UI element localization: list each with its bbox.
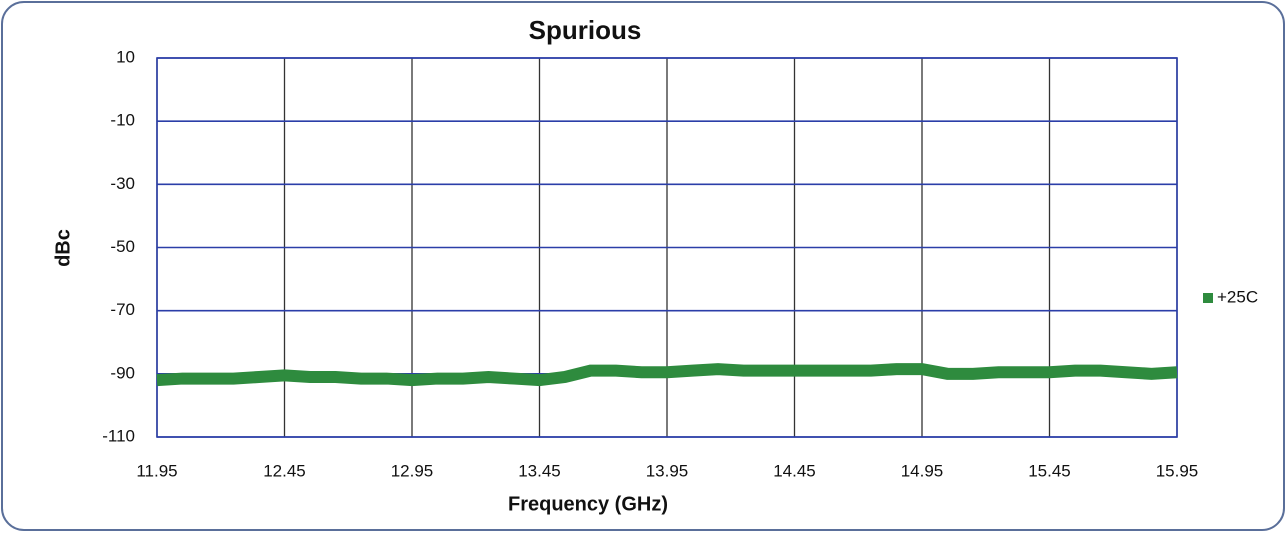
legend-swatch: [1203, 293, 1213, 303]
x-tick-label: 14.45: [773, 461, 816, 480]
x-tick-label: 13.95: [646, 461, 689, 480]
y-axis-title: dBc: [52, 229, 74, 267]
y-tick-label: -90: [110, 363, 135, 382]
y-tick-label: -10: [110, 111, 135, 130]
y-tick-label: -70: [110, 300, 135, 319]
y-tick-label: -30: [110, 174, 135, 193]
x-tick-label: 12.45: [263, 461, 306, 480]
x-tick-label: 13.45: [518, 461, 561, 480]
x-tick-label: 11.95: [136, 461, 177, 480]
x-axis-title: Frequency (GHz): [508, 493, 668, 515]
x-tick-label: 15.95: [1156, 461, 1199, 480]
x-tick-label: 14.95: [901, 461, 944, 480]
x-tick-label: 12.95: [391, 461, 434, 480]
legend-label: +25C: [1217, 287, 1258, 306]
y-tick-label: -110: [102, 426, 135, 445]
chart-title: Spurious: [529, 15, 642, 45]
x-tick-label: 15.45: [1028, 461, 1071, 480]
y-tick-label: -50: [110, 237, 135, 256]
plot-border: [156, 57, 1178, 438]
data-line: [156, 363, 1178, 387]
y-tick-label: 10: [116, 47, 135, 66]
